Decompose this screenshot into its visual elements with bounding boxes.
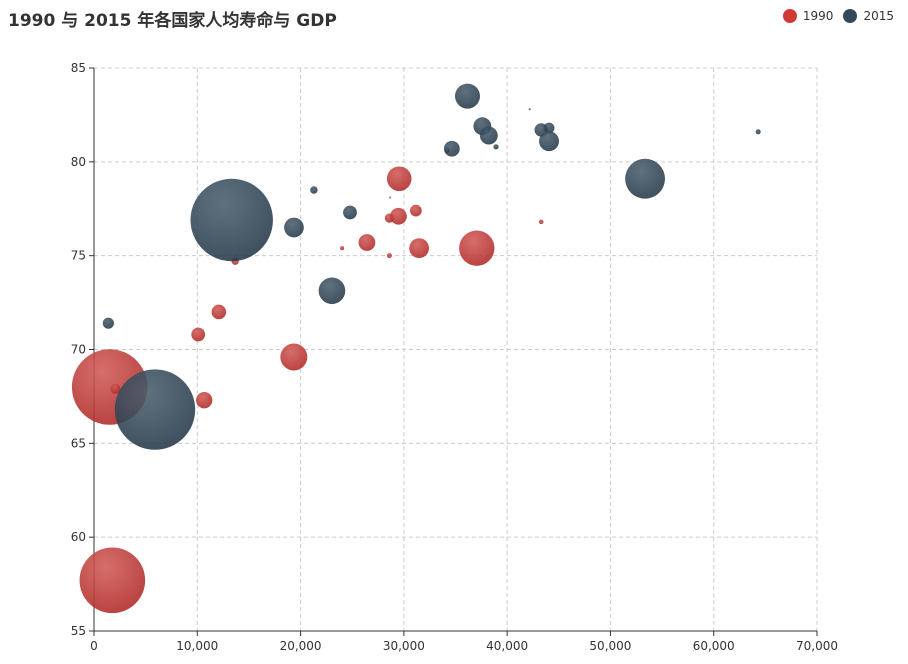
bubble-2015 (284, 217, 304, 238)
x-tick-label: 70,000 (796, 639, 838, 653)
bubble-2015 (755, 129, 761, 135)
bubble-1990 (390, 207, 407, 225)
bubble-2015 (343, 205, 357, 220)
bubble-1990 (358, 234, 376, 251)
bubble-2015 (444, 148, 450, 153)
bubble-1990 (409, 238, 429, 259)
legend-item-2015[interactable]: 2015 (843, 9, 894, 23)
x-tick-label: 30,000 (383, 639, 425, 653)
bubble-2015 (493, 144, 499, 150)
y-tick-label: 60 (71, 530, 86, 544)
bubble-2015 (625, 158, 666, 199)
legend-marker (843, 9, 858, 23)
bubble-2015 (479, 126, 498, 145)
bubble-1990 (110, 383, 121, 394)
bubble-1990 (191, 327, 206, 342)
bubble-2015 (528, 108, 531, 111)
bubble-1990 (459, 230, 495, 266)
bubble-1990 (410, 204, 422, 217)
x-tick-label: 10,000 (176, 639, 218, 653)
legend-marker (782, 9, 797, 23)
chart-title: 1990 与 2015 年各国家人均寿命与 GDP (8, 11, 337, 31)
bubble-2015 (102, 317, 114, 329)
bubble-2015 (190, 178, 273, 262)
legend-label: 2015 (863, 9, 894, 23)
x-tick-label: 0 (90, 639, 98, 653)
bubble-1990 (79, 547, 146, 614)
legend-label: 1990 (802, 9, 834, 23)
bubble-2015 (114, 369, 196, 450)
bubble-1990 (340, 246, 345, 251)
bubble-1990 (389, 196, 392, 199)
y-tick-label: 70 (71, 343, 86, 357)
bubble-2015 (318, 277, 346, 305)
bubble-2015 (539, 131, 559, 152)
bubble-1990 (386, 166, 412, 192)
x-tick-label: 40,000 (486, 639, 528, 653)
bubble-2015 (455, 83, 481, 109)
y-tick-label: 75 (71, 249, 86, 263)
y-tick-label: 55 (71, 624, 86, 638)
bubble-2015 (310, 186, 318, 194)
x-tick-label: 50,000 (589, 639, 631, 653)
y-tick-label: 80 (71, 155, 86, 169)
bubble-1990 (196, 392, 213, 409)
bubble-1990 (386, 253, 392, 259)
legend-item-1990[interactable]: 1990 (782, 9, 834, 23)
bubble-1990 (280, 343, 308, 371)
bubble-1990 (211, 304, 227, 320)
bubble-1990 (538, 219, 544, 225)
x-tick-label: 60,000 (693, 639, 735, 653)
x-tick-label: 20,000 (280, 639, 322, 653)
y-tick-label: 85 (71, 61, 86, 75)
legend: 1990 2015 (782, 9, 894, 23)
y-tick-label: 65 (71, 436, 86, 450)
